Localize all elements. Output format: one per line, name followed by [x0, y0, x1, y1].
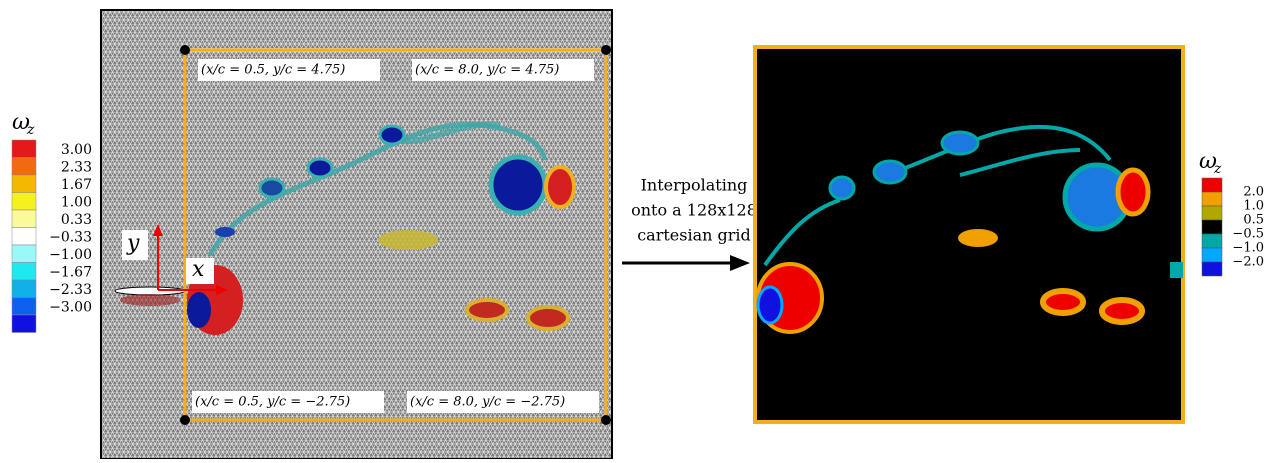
right-colorbar: ω z 2.01.00.5−0.5−1.0−2.0 — [1199, 149, 1264, 276]
colorbar-swatch — [1202, 262, 1222, 276]
axis-label: y — [126, 231, 140, 256]
interpolation-arrow: Interpolating onto a 128x128 cartesian g… — [622, 176, 757, 272]
colorbar-label: −2.0 — [1232, 255, 1264, 270]
colorbar-subscript: z — [26, 122, 35, 138]
colorbar-label: 0.33 — [61, 212, 92, 228]
colorbar-label: −1.67 — [49, 264, 92, 280]
colorbar-swatch — [12, 315, 36, 333]
colorbar-label: 3.00 — [61, 142, 92, 158]
axis-label: x — [192, 257, 205, 282]
colorbar-label: 2.33 — [61, 159, 92, 175]
colorbar-label: −1.0 — [1232, 241, 1264, 256]
arrow-text: Interpolating — [641, 176, 748, 195]
arrow-text: cartesian grid — [637, 226, 751, 245]
colorbar-swatch — [12, 245, 36, 263]
colorbar-label: 1.67 — [61, 177, 92, 193]
colorbar-label: −1.00 — [49, 247, 92, 263]
colorbar-label: −0.5 — [1232, 227, 1264, 242]
colorbar-swatch — [12, 228, 36, 246]
colorbar-subscript: z — [1213, 161, 1222, 177]
colorbar-label: 2.0 — [1243, 185, 1264, 200]
colorbar-swatch — [12, 140, 36, 158]
colorbar-swatch — [12, 263, 36, 281]
colorbar-label: 1.00 — [61, 194, 92, 210]
corner-label: (x/c = 8.0, y/c = −2.75) — [410, 395, 565, 410]
arrow-text: onto a 128x128 — [631, 201, 757, 220]
colorbar-swatch — [1202, 248, 1222, 262]
corner-label: (x/c = 0.5, y/c = −2.75) — [195, 395, 350, 410]
colorbar-swatch — [1202, 234, 1222, 248]
colorbar-swatch — [12, 280, 36, 298]
colorbar-swatch — [1202, 220, 1222, 234]
corner-label: (x/c = 8.0, y/c = 4.75) — [415, 63, 559, 78]
left-colorbar: ω z 3.002.331.671.000.33−0.33−1.00−1.67−… — [12, 110, 92, 333]
mesh-panel: (x/c = 0.5, y/c = 4.75) (x/c = 8.0, y/c … — [101, 10, 612, 459]
grid-panel — [755, 47, 1183, 422]
colorbar-swatch — [12, 158, 36, 176]
colorbar-swatch — [12, 175, 36, 193]
colorbar-swatch — [12, 298, 36, 316]
colorbar-swatch — [12, 193, 36, 211]
colorbar-label: −2.33 — [49, 282, 92, 298]
colorbar-label: 1.0 — [1243, 199, 1264, 214]
colorbar-label: −0.33 — [49, 229, 92, 245]
colorbar-swatch — [1202, 206, 1222, 220]
figure: ω z 3.002.331.671.000.33−0.33−1.00−1.67−… — [0, 0, 1269, 459]
colorbar-swatch — [1202, 178, 1222, 192]
colorbar-label: 0.5 — [1243, 213, 1264, 228]
colorbar-label: −3.00 — [49, 299, 92, 315]
colorbar-swatch — [12, 210, 36, 228]
colorbar-swatch — [1202, 192, 1222, 206]
corner-label: (x/c = 0.5, y/c = 4.75) — [201, 63, 345, 78]
